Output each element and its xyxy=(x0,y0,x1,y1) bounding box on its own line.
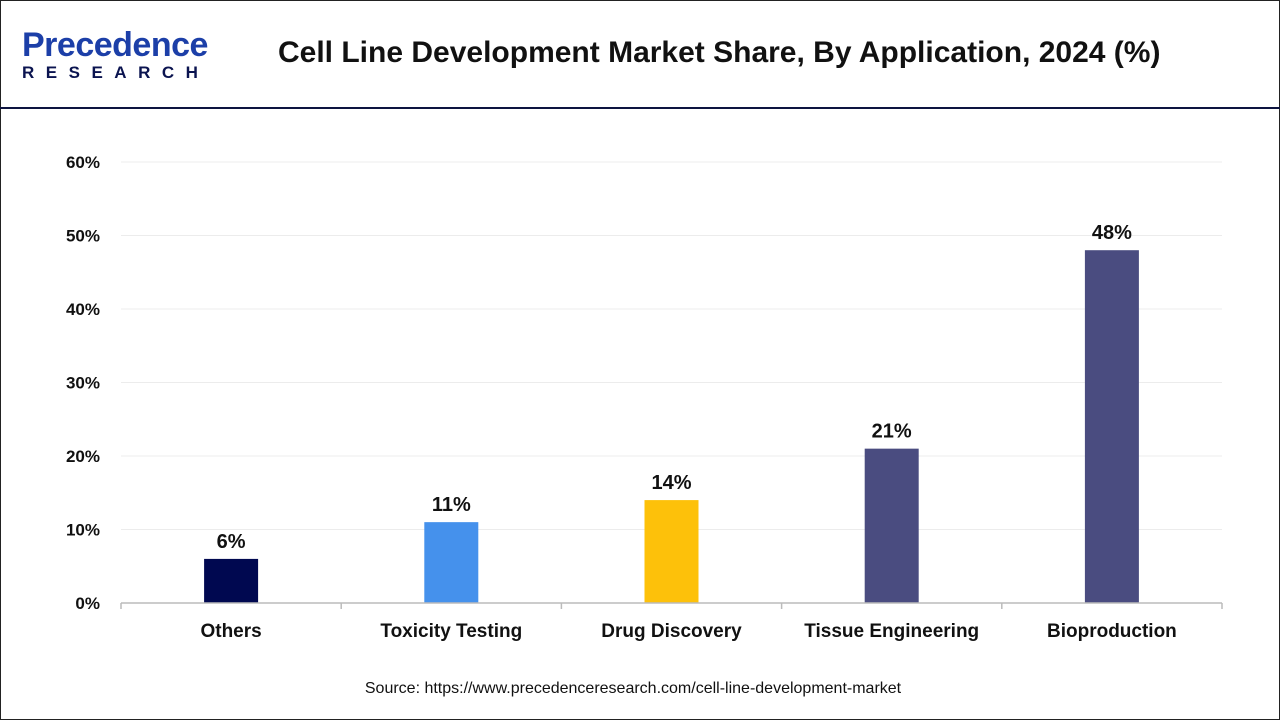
y-tick-label: 10% xyxy=(66,521,100,540)
precedence-research-logo: Precedence RESEARCH xyxy=(22,28,209,82)
source-text: Source: https://www.precedenceresearch.c… xyxy=(364,680,902,697)
chart-title: Cell Line Development Market Share, By A… xyxy=(278,36,1161,69)
y-tick-label: 50% xyxy=(66,227,100,246)
x-tick-label: Drug Discovery xyxy=(601,621,742,642)
data-label: 11% xyxy=(432,494,471,516)
x-tick-label: Tissue Engineering xyxy=(804,621,979,642)
y-tick-label: 40% xyxy=(66,300,100,319)
bar xyxy=(864,448,919,603)
data-label: 14% xyxy=(651,472,691,494)
bar xyxy=(644,500,699,603)
x-tick-label: Others xyxy=(200,621,261,642)
y-tick-label: 0% xyxy=(75,594,100,613)
y-tick-label: 20% xyxy=(66,447,100,466)
bar xyxy=(204,558,259,603)
bar xyxy=(424,522,479,603)
data-label: 6% xyxy=(217,531,246,553)
y-tick-label: 30% xyxy=(66,374,100,393)
x-tick-label: Bioproduction xyxy=(1047,621,1177,642)
bar xyxy=(1084,250,1139,603)
header: Precedence RESEARCH Cell Line Developmen… xyxy=(0,0,1280,109)
data-label: 21% xyxy=(872,421,912,443)
y-tick-label: 60% xyxy=(66,153,100,172)
data-label: 48% xyxy=(1092,222,1132,244)
logo-line2: RESEARCH xyxy=(22,63,210,82)
x-tick-label: Toxicity Testing xyxy=(380,621,522,642)
logo-line1: Precedence xyxy=(22,26,208,64)
